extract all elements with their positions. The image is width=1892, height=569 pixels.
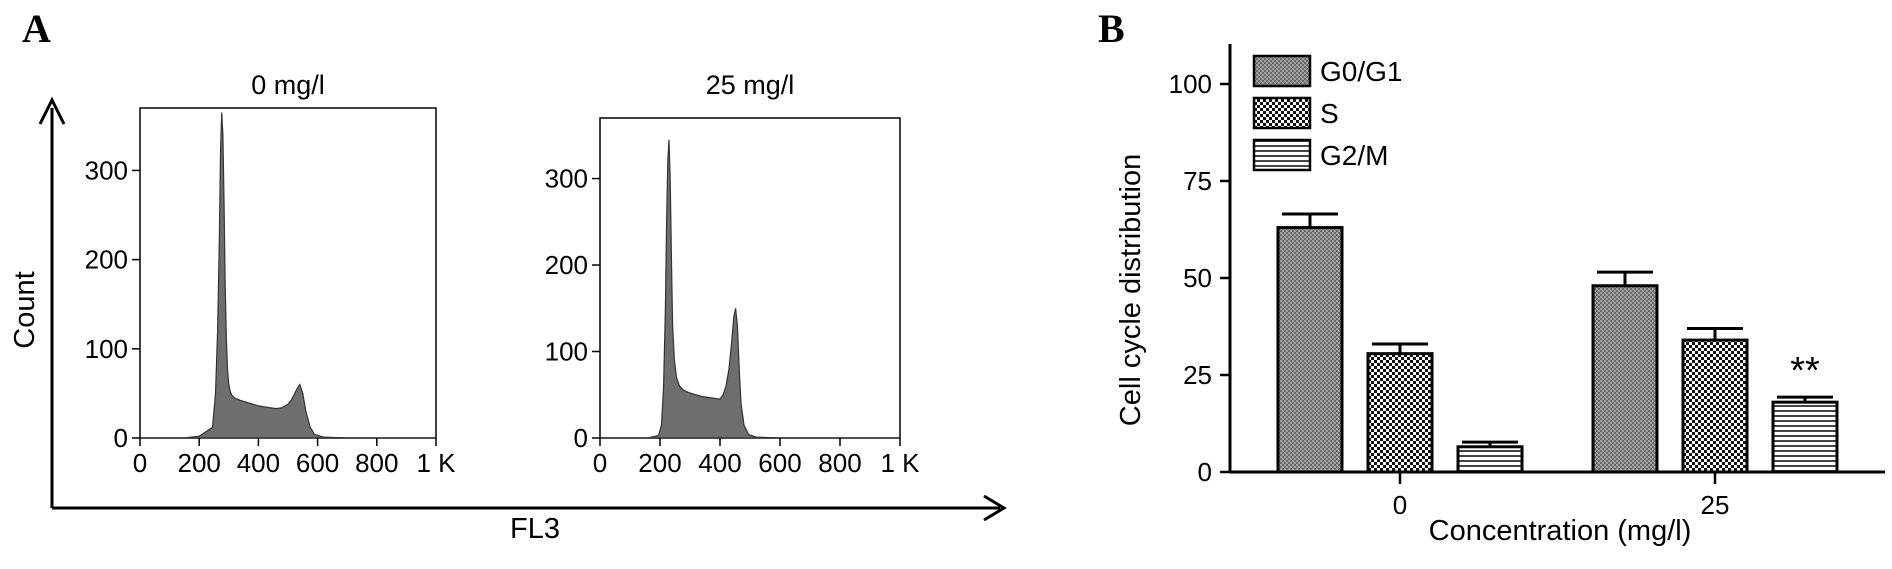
panel-b-letter: B	[1098, 6, 1125, 51]
bar-ytick-label: 100	[1169, 69, 1212, 99]
bar-xlabel: Concentration (mg/l)	[1429, 515, 1692, 547]
bar-ylabel: Cell cycle distribution	[1115, 154, 1147, 426]
h1-xtick-label: 600	[296, 448, 339, 478]
legend-label: S	[1320, 98, 1339, 129]
bar-g0g1-0	[1276, 226, 1344, 474]
legend-swatch	[1252, 138, 1312, 172]
h2-ytick-label: 300	[545, 164, 588, 194]
bar-ytick-label: 0	[1198, 457, 1212, 487]
histogram-0mgl-frame	[139, 107, 437, 439]
h2-ytick-label: 200	[545, 250, 588, 280]
x-arrow-icon	[983, 494, 1007, 522]
h1-ytick-label: 100	[85, 334, 128, 364]
h2-xtick-label: 600	[758, 448, 801, 478]
bar-s-25	[1681, 338, 1749, 474]
bar-chart: Cell cycle distribution Concentration (m…	[1115, 44, 1885, 547]
h1-ytick-label: 0	[114, 423, 128, 453]
bar-g0g1-25	[1591, 284, 1659, 474]
count-axis-label: Count	[9, 271, 41, 348]
bar-ytick-label: 50	[1183, 263, 1212, 293]
bar-g2m-0	[1456, 445, 1524, 474]
h2-xtick-label: 1 K	[880, 448, 920, 478]
panel-a-letter: A	[22, 6, 51, 51]
panel-a-big-axes	[38, 96, 1007, 522]
histogram-0mgl-title: 0 mg/l	[251, 70, 325, 100]
bar-ytick-label: 25	[1183, 360, 1212, 390]
bar-g2m-25	[1771, 400, 1839, 474]
legend-label: G0/G1	[1320, 56, 1402, 87]
h1-xtick-label: 1 K	[416, 448, 456, 478]
histogram-25mgl-title: 25 mg/l	[706, 70, 795, 100]
bar-ytick-label: 75	[1183, 166, 1212, 196]
bar-xtick-label: 0	[1393, 490, 1407, 520]
histogram-25mgl-frame	[599, 117, 901, 439]
h2-xtick-label: 0	[593, 448, 607, 478]
significance-marker: **	[1790, 350, 1820, 392]
fl3-axis-label: FL3	[510, 513, 560, 545]
histogram-0mgl: 0 mg/l 0 100 200 300 0 200 400 600 800 1 K	[85, 70, 457, 478]
bar-s-0	[1366, 352, 1434, 474]
legend-swatch	[1252, 54, 1312, 88]
h1-histogram-area	[140, 112, 436, 439]
h2-xtick-label: 400	[698, 448, 741, 478]
legend-swatch	[1252, 96, 1312, 130]
bar-xtick-label: 25	[1701, 490, 1730, 520]
h2-ytick-label: 100	[545, 337, 588, 367]
legend-label: G2/M	[1320, 140, 1388, 171]
y-arrow-icon	[38, 96, 66, 125]
h2-xtick-label: 200	[638, 448, 681, 478]
h2-histogram-area	[600, 139, 900, 439]
h1-xtick-label: 200	[178, 448, 221, 478]
h1-xtick-label: 400	[237, 448, 280, 478]
histogram-25mgl: 25 mg/l 0 100 200 300 0 200 400 600 800 1 K	[545, 70, 921, 478]
h2-xtick-label: 800	[818, 448, 861, 478]
h1-xtick-label: 800	[355, 448, 398, 478]
h2-ytick-label: 0	[574, 423, 588, 453]
h1-ytick-label: 200	[85, 245, 128, 275]
h1-ytick-label: 300	[85, 155, 128, 185]
h1-xtick-label: 0	[133, 448, 147, 478]
